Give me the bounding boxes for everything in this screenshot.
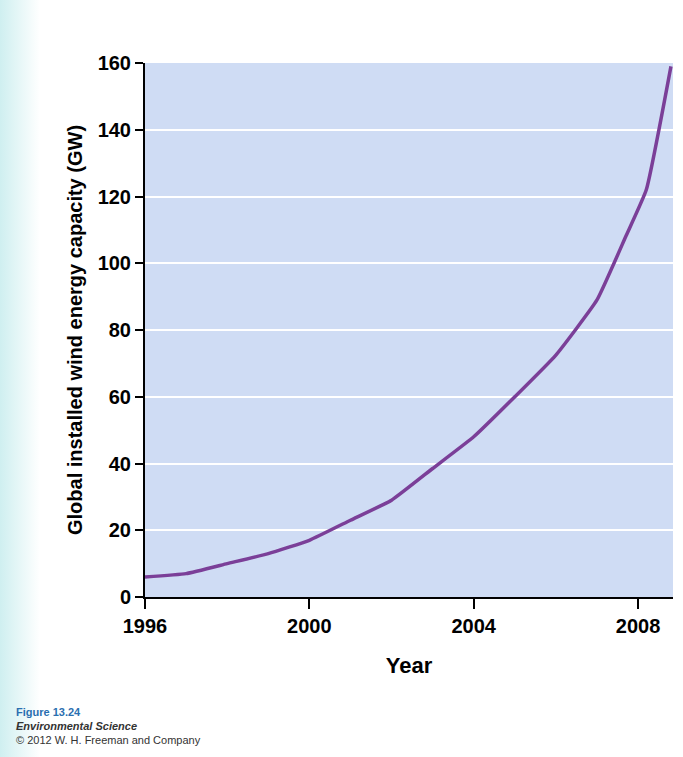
svg-text:100: 100 — [98, 252, 131, 274]
svg-text:1996: 1996 — [123, 615, 168, 637]
svg-text:80: 80 — [109, 319, 131, 341]
svg-text:0: 0 — [120, 586, 131, 608]
svg-text:2004: 2004 — [451, 615, 496, 637]
svg-text:2008: 2008 — [616, 615, 661, 637]
svg-text:Environmental Science: Environmental Science — [16, 720, 137, 732]
svg-text:140: 140 — [98, 119, 131, 141]
svg-text:160: 160 — [98, 52, 131, 74]
svg-text:20: 20 — [109, 519, 131, 541]
svg-text:120: 120 — [98, 186, 131, 208]
svg-text:60: 60 — [109, 386, 131, 408]
svg-text:2000: 2000 — [287, 615, 332, 637]
svg-text:Year: Year — [386, 653, 433, 678]
svg-text:Figure 13.24: Figure 13.24 — [16, 706, 81, 718]
svg-text:40: 40 — [109, 453, 131, 475]
svg-text:Global installed wind energy c: Global installed wind energy capacity (G… — [64, 125, 86, 535]
svg-text:© 2012 W. H. Freeman and Compa: © 2012 W. H. Freeman and Company — [16, 734, 201, 746]
